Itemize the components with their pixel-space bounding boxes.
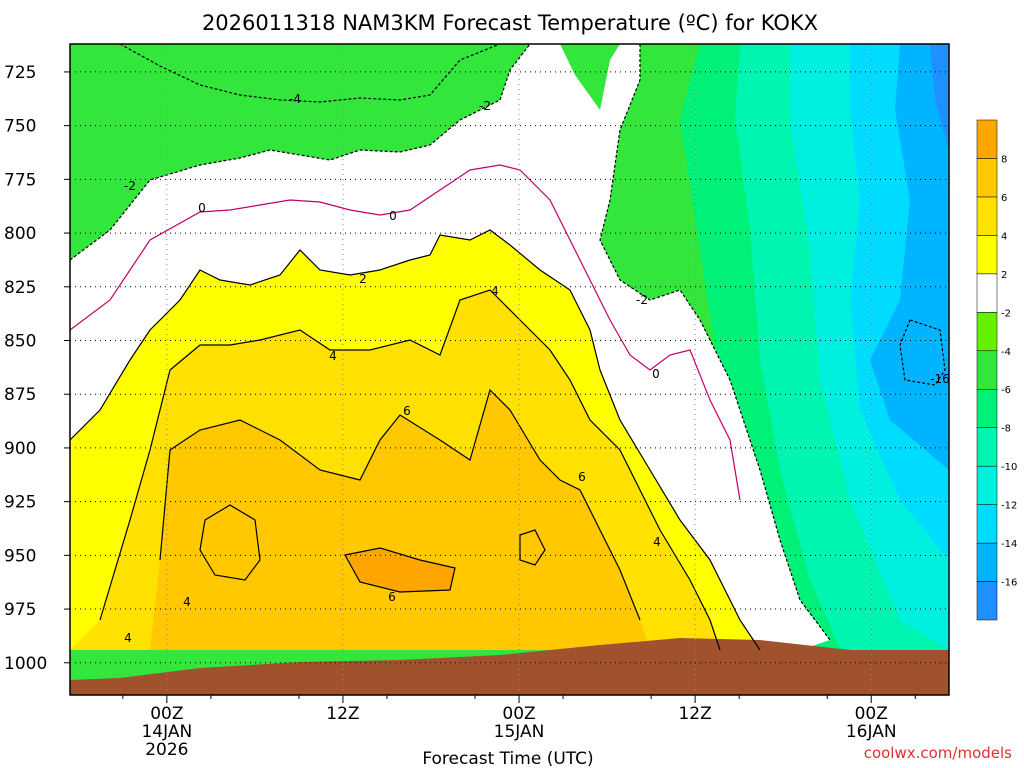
- contour-line-minus2-right: [599, 44, 831, 641]
- colorbar-swatch: [976, 158, 998, 198]
- contour-label: 2: [359, 272, 367, 286]
- colorbar-swatch: [976, 427, 998, 467]
- y-tick-label: 1000: [4, 654, 47, 674]
- contour-label: 6: [578, 470, 586, 484]
- y-tick-label: 800: [4, 224, 36, 244]
- x-tick-label: 00Z: [502, 704, 535, 724]
- contour-line-2: [70, 229, 761, 651]
- contour-label: 4: [653, 535, 661, 549]
- contour-line-6: [159, 388, 641, 621]
- contour-label: 0: [198, 201, 206, 215]
- colorbar-swatch: [976, 465, 998, 505]
- colorbar-label: 4: [1001, 231, 1007, 242]
- colorbar-swatch: [976, 542, 998, 582]
- contour-lines: [70, 44, 946, 651]
- colorbar-label: -16: [1001, 578, 1017, 589]
- contour-label: -16: [930, 372, 950, 386]
- colorbar-label: -10: [1001, 462, 1017, 473]
- colorbar-label: -14: [1001, 539, 1017, 550]
- colorbar-label: 6: [1001, 193, 1007, 204]
- y-tick-label: 975: [4, 600, 36, 620]
- colorbar-swatch: [976, 581, 998, 621]
- contour-label: 4: [329, 349, 337, 363]
- contour-label: -2: [636, 293, 648, 307]
- contour-label: -2: [479, 99, 491, 113]
- x-tick-label: 00Z: [855, 704, 888, 724]
- contour-line-freezing: [70, 164, 741, 501]
- field-band-8to10: [345, 548, 455, 592]
- colorbar-label: -4: [1001, 347, 1011, 358]
- credit-text[interactable]: coolwx.com/models: [864, 744, 1012, 762]
- contour-line-minus2: [70, 44, 531, 261]
- contour-label: 0: [389, 209, 397, 223]
- y-tick-label: 850: [4, 331, 36, 351]
- y-tick-label: 950: [4, 546, 36, 566]
- colorbar-label: -8: [1001, 424, 1011, 435]
- contour-line-minus16: [899, 319, 946, 386]
- x-tick-date: 14JAN: [141, 722, 192, 742]
- contour-line-6-pocket-a: [199, 504, 261, 581]
- x-tick-year: 2026: [145, 740, 188, 760]
- colorbar-swatch: [976, 312, 998, 352]
- contour-label: 4: [183, 595, 191, 609]
- colorbar-swatch: [976, 273, 998, 313]
- field-band-6to8: [150, 390, 650, 650]
- x-tick-label: 12Z: [326, 704, 359, 724]
- x-tick-label: 00Z: [150, 704, 183, 724]
- contour-labels: -4 -2 -2 -2 0 0 0 2 4 4 4 4 4 6 6 6 -16: [124, 92, 950, 645]
- x-tick-date: 15JAN: [494, 722, 545, 742]
- x-tick-label: 12Z: [678, 704, 711, 724]
- colorbar-swatch: [976, 388, 998, 428]
- y-tick-label: 825: [4, 278, 36, 298]
- colorbar-label: 8: [1001, 154, 1007, 165]
- y-tick-label: 725: [4, 63, 36, 83]
- temperature-field: [70, 44, 949, 695]
- y-tick-label: 750: [4, 117, 36, 137]
- colorbar-label: -2: [1001, 308, 1011, 319]
- field-band-minus16-pocket: [900, 320, 945, 385]
- y-tick-label: 925: [4, 493, 36, 513]
- contour-label: 4: [124, 631, 132, 645]
- colorbar-swatch: [976, 504, 998, 544]
- y-axis: 725 750 775 800 825 850 875 900 925 950 975 1000: [4, 63, 70, 674]
- contour-label: -4: [289, 92, 301, 106]
- colorbar: -16 -14 -12 -10 -8 -6 -4 -2 2 4 6 8: [976, 119, 1017, 621]
- colorbar-label: -6: [1001, 385, 1011, 396]
- contour-label: 6: [403, 404, 411, 418]
- colorbar-swatch: [976, 350, 998, 390]
- y-tick-label: 775: [4, 170, 36, 190]
- contour-label: 6: [388, 590, 396, 604]
- y-tick-label: 875: [4, 385, 36, 405]
- colorbar-label: -12: [1001, 501, 1017, 512]
- colorbar-label: 2: [1001, 270, 1007, 281]
- colorbar-swatch: [976, 196, 998, 236]
- contour-label: 0: [652, 367, 660, 381]
- plot-frame: [69, 43, 950, 696]
- contour-label: -2: [124, 179, 136, 193]
- contour-label: 4: [491, 284, 499, 298]
- field-band-minus16: [930, 44, 949, 150]
- x-tick-date: 16JAN: [846, 722, 897, 742]
- contour-line-minus4: [119, 44, 501, 103]
- contour-line-4: [99, 289, 721, 651]
- colorbar-swatch: [976, 235, 998, 275]
- terrain-ground: [70, 638, 949, 695]
- contour-line-8: [344, 547, 456, 593]
- x-axis-label: Forecast Time (UTC): [422, 749, 593, 768]
- chart-title: 2026011318 NAM3KM Forecast Temperature (…: [202, 11, 818, 35]
- grid-lines: [70, 44, 949, 695]
- colorbar-swatch: [976, 119, 998, 159]
- y-tick-label: 900: [4, 439, 36, 459]
